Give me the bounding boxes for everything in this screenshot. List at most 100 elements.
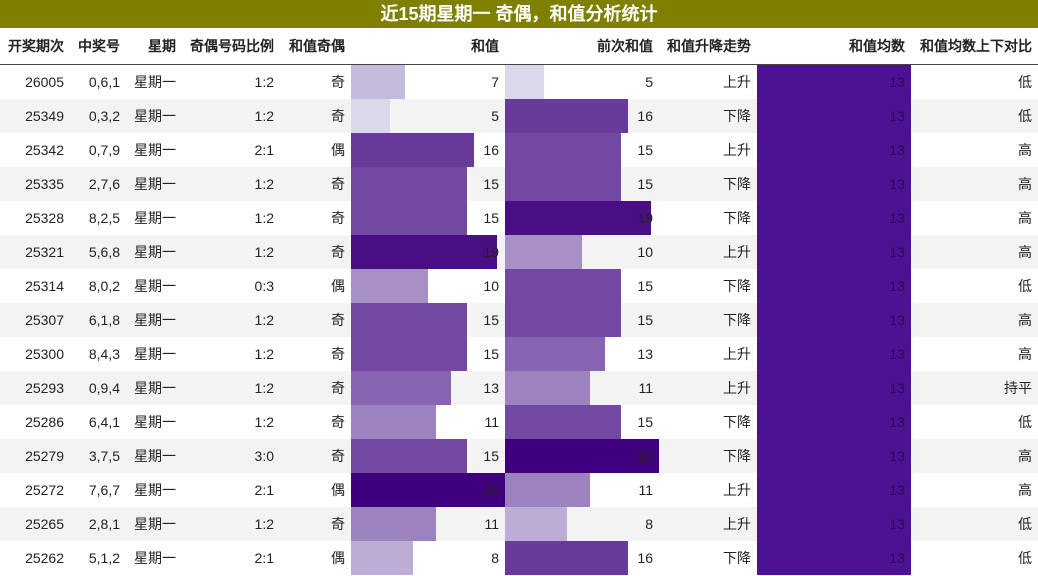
prev-sum-value: 5: [645, 74, 653, 90]
weekday-cell: 星期一: [126, 303, 182, 337]
weekday-cell: 星期一: [126, 473, 182, 507]
number-cell: 5,6,8: [70, 235, 126, 269]
header-weekday[interactable]: 星期: [126, 28, 182, 65]
trend-cell: 上升: [659, 337, 757, 371]
sum-cell: 15: [351, 167, 505, 201]
prev-sum-bar: [505, 201, 652, 235]
sum-bar: [351, 541, 413, 575]
prev-sum-value: 16: [637, 108, 653, 124]
number-cell: 8,4,3: [70, 337, 126, 371]
issue-cell: 25286: [0, 405, 70, 439]
prev-sum-cell: 10: [505, 235, 659, 269]
sum-cell: 13: [351, 371, 505, 405]
header-avg[interactable]: 和值均数: [757, 28, 911, 65]
table-row: 25300 8,4,3 星期一 1:2 奇 15 13 上升 13 高: [0, 337, 1038, 371]
ratio-cell: 1:2: [182, 64, 280, 99]
parity-cell: 偶: [280, 133, 351, 167]
table-row: 25349 0,3,2 星期一 1:2 奇 5 16 下降 13 低: [0, 99, 1038, 133]
avg-cell: 13: [757, 473, 911, 507]
avg-cell: 13: [757, 99, 911, 133]
table-row: 25335 2,7,6 星期一 1:2 奇 15 15 下降 13 高: [0, 167, 1038, 201]
sum-value: 5: [491, 108, 499, 124]
issue-cell: 25272: [0, 473, 70, 507]
avg-cell: 13: [757, 235, 911, 269]
number-cell: 0,3,2: [70, 99, 126, 133]
issue-cell: 25279: [0, 439, 70, 473]
sum-bar: [351, 473, 505, 507]
trend-cell: 上升: [659, 133, 757, 167]
ratio-cell: 1:2: [182, 405, 280, 439]
issue-cell: 25335: [0, 167, 70, 201]
header-issue[interactable]: 开奖期次: [0, 28, 70, 65]
ratio-cell: 1:2: [182, 235, 280, 269]
table-row: 25328 8,2,5 星期一 1:2 奇 15 19 下降 13 高: [0, 201, 1038, 235]
sum-value: 15: [483, 448, 499, 464]
weekday-cell: 星期一: [126, 99, 182, 133]
sum-value: 11: [484, 414, 499, 430]
prev-sum-cell: 8: [505, 507, 659, 541]
issue-cell: 25349: [0, 99, 70, 133]
parity-cell: 奇: [280, 167, 351, 201]
avg-compare-cell: 低: [911, 269, 1038, 303]
ratio-cell: 1:2: [182, 201, 280, 235]
header-avg-compare[interactable]: 和值均数上下对比: [911, 28, 1038, 65]
prev-sum-bar: [505, 167, 621, 201]
sum-cell: 5: [351, 99, 505, 133]
sum-value: 15: [483, 312, 499, 328]
prev-sum-bar: [505, 269, 621, 303]
sum-cell: 11: [351, 405, 505, 439]
avg-compare-cell: 低: [911, 405, 1038, 439]
sum-value: 15: [483, 346, 499, 362]
weekday-cell: 星期一: [126, 541, 182, 575]
issue-cell: 25307: [0, 303, 70, 337]
avg-cell: 13: [757, 167, 911, 201]
sum-analysis-table: 开奖期次 中奖号 星期 奇偶号码比例 和值奇偶 和值 前次和值 和值升降走势 和…: [0, 28, 1038, 575]
avg-compare-cell: 高: [911, 167, 1038, 201]
trend-cell: 下降: [659, 167, 757, 201]
prev-sum-value: 15: [637, 414, 653, 430]
prev-sum-bar: [505, 133, 621, 167]
prev-sum-value: 10: [637, 244, 653, 260]
issue-cell: 25293: [0, 371, 70, 405]
issue-cell: 25314: [0, 269, 70, 303]
avg-compare-cell: 高: [911, 473, 1038, 507]
weekday-cell: 星期一: [126, 235, 182, 269]
parity-cell: 奇: [280, 337, 351, 371]
header-trend[interactable]: 和值升降走势: [659, 28, 757, 65]
header-number[interactable]: 中奖号: [70, 28, 126, 65]
sum-value: 11: [484, 516, 499, 532]
header-sum-parity[interactable]: 和值奇偶: [280, 28, 351, 65]
prev-sum-cell: 19: [505, 201, 659, 235]
prev-sum-value: 8: [645, 516, 653, 532]
sum-bar: [351, 269, 428, 303]
sum-cell: 15: [351, 439, 505, 473]
header-parity-ratio[interactable]: 奇偶号码比例: [182, 28, 280, 65]
header-sum[interactable]: 和值: [351, 28, 505, 65]
prev-sum-value: 15: [637, 176, 653, 192]
weekday-cell: 星期一: [126, 269, 182, 303]
sum-bar: [351, 133, 475, 167]
sum-cell: 16: [351, 133, 505, 167]
parity-cell: 偶: [280, 541, 351, 575]
number-cell: 0,7,9: [70, 133, 126, 167]
table-row: 25265 2,8,1 星期一 1:2 奇 11 8 上升 13 低: [0, 507, 1038, 541]
weekday-cell: 星期一: [126, 371, 182, 405]
prev-sum-cell: 11: [505, 473, 659, 507]
avg-compare-cell: 高: [911, 337, 1038, 371]
parity-cell: 奇: [280, 99, 351, 133]
avg-cell: 13: [757, 64, 911, 99]
prev-sum-cell: 15: [505, 303, 659, 337]
prev-sum-value: 11: [638, 380, 653, 396]
sum-value: 13: [483, 380, 499, 396]
sum-value: 15: [483, 176, 499, 192]
avg-compare-cell: 持平: [911, 371, 1038, 405]
issue-cell: 25265: [0, 507, 70, 541]
header-prev-sum[interactable]: 前次和值: [505, 28, 659, 65]
sum-cell: 8: [351, 541, 505, 575]
sum-bar: [351, 337, 467, 371]
number-cell: 5,1,2: [70, 541, 126, 575]
prev-sum-cell: 16: [505, 99, 659, 133]
prev-sum-value: 11: [638, 482, 653, 498]
avg-cell: 13: [757, 269, 911, 303]
trend-cell: 下降: [659, 541, 757, 575]
